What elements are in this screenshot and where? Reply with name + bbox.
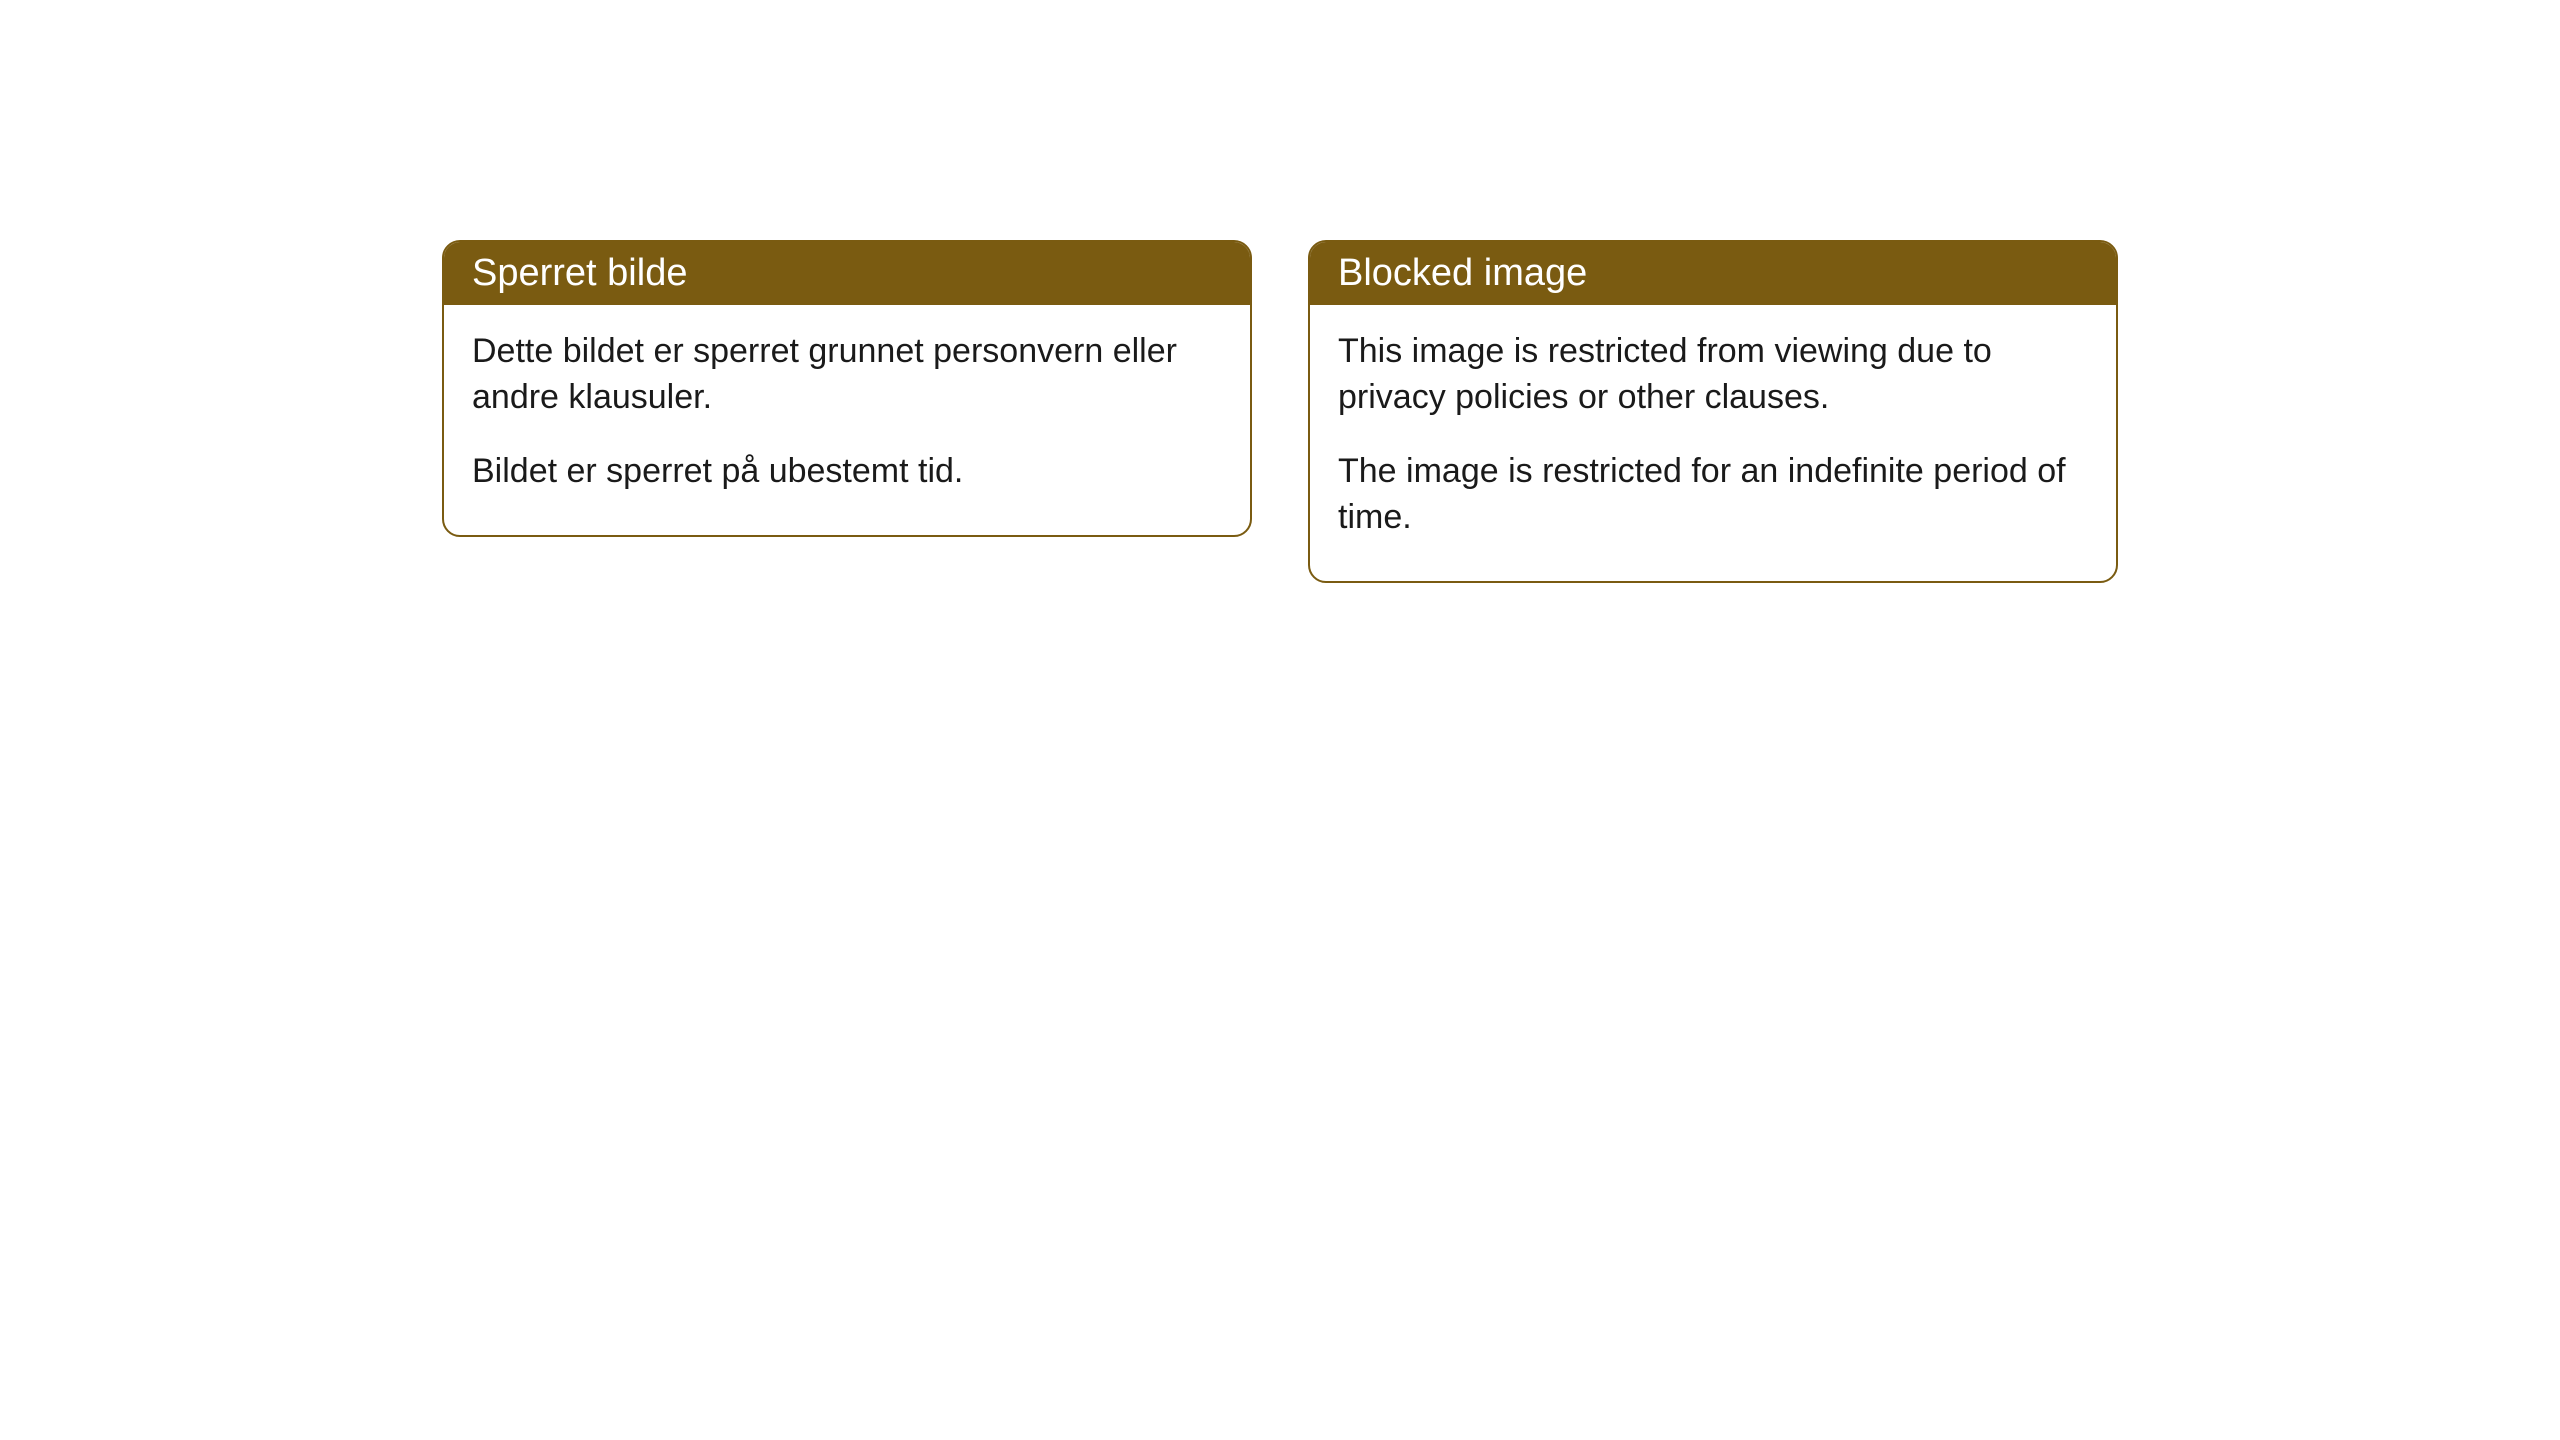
- notice-header: Sperret bilde: [444, 242, 1250, 305]
- notice-card-norwegian: Sperret bilde Dette bildet er sperret gr…: [442, 240, 1252, 537]
- notice-body: Dette bildet er sperret grunnet personve…: [444, 305, 1250, 535]
- notice-title: Sperret bilde: [472, 252, 687, 294]
- notice-body: This image is restricted from viewing du…: [1310, 305, 2116, 581]
- notice-paragraph: The image is restricted for an indefinit…: [1338, 449, 2088, 541]
- notice-paragraph: Bildet er sperret på ubestemt tid.: [472, 449, 1222, 495]
- notice-paragraph: Dette bildet er sperret grunnet personve…: [472, 329, 1222, 421]
- notice-card-english: Blocked image This image is restricted f…: [1308, 240, 2118, 583]
- notice-title: Blocked image: [1338, 252, 1587, 294]
- notice-header: Blocked image: [1310, 242, 2116, 305]
- notice-paragraph: This image is restricted from viewing du…: [1338, 329, 2088, 421]
